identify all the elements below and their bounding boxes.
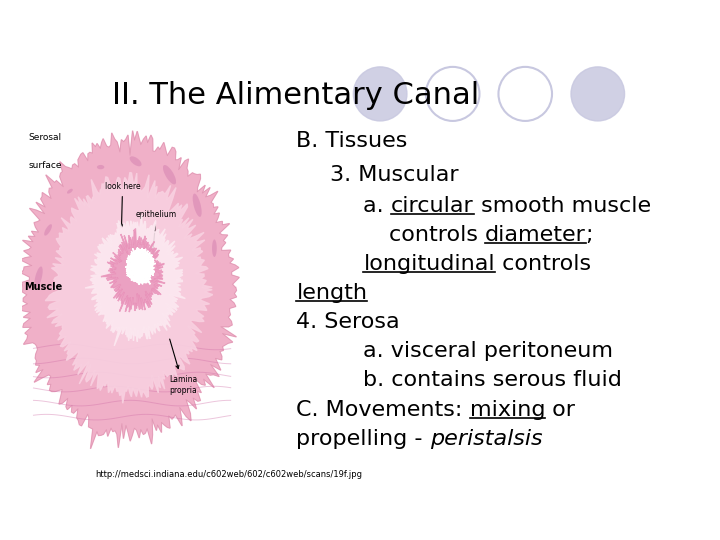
Ellipse shape <box>163 165 176 185</box>
Text: controls: controls <box>389 225 485 245</box>
Ellipse shape <box>193 193 202 217</box>
Ellipse shape <box>130 156 142 166</box>
Text: C. Movements:: C. Movements: <box>297 400 470 420</box>
Text: length: length <box>297 283 367 303</box>
Text: b. contains serous fluid: b. contains serous fluid <box>364 370 622 390</box>
Text: longitudinal: longitudinal <box>364 254 495 274</box>
Text: diameter: diameter <box>485 225 585 245</box>
Text: 3. Muscular: 3. Muscular <box>330 165 459 185</box>
Text: Muscle: Muscle <box>24 282 62 292</box>
Polygon shape <box>45 172 213 403</box>
Ellipse shape <box>97 165 104 169</box>
Text: B. Tissues: B. Tissues <box>297 131 408 151</box>
Polygon shape <box>125 247 156 285</box>
Text: II. The Alimentary Canal: II. The Alimentary Canal <box>112 82 480 111</box>
Text: lumen: lumen <box>122 242 145 266</box>
Text: ;: ; <box>585 225 593 245</box>
Ellipse shape <box>426 67 480 121</box>
Polygon shape <box>101 228 165 312</box>
Text: look here: look here <box>105 182 140 227</box>
Text: a.: a. <box>364 196 391 216</box>
Text: surface: surface <box>29 161 62 170</box>
Text: peristalsis: peristalsis <box>430 429 543 449</box>
Text: or: or <box>546 400 575 420</box>
Text: 4. Serosa: 4. Serosa <box>297 312 400 332</box>
Text: Lamina
propria: Lamina propria <box>169 339 197 395</box>
Text: http://medsci.indiana.edu/c602web/602/c602web/scans/19f.jpg: http://medsci.indiana.edu/c602web/602/c6… <box>96 469 363 478</box>
Ellipse shape <box>67 189 73 194</box>
Text: controls: controls <box>495 254 591 274</box>
Ellipse shape <box>35 266 42 288</box>
Ellipse shape <box>498 67 552 121</box>
Polygon shape <box>85 215 185 346</box>
Text: a. visceral peritoneum: a. visceral peritoneum <box>364 341 613 361</box>
Ellipse shape <box>44 224 52 235</box>
Text: epithelium: epithelium <box>135 210 177 255</box>
Ellipse shape <box>354 67 407 121</box>
Polygon shape <box>17 131 239 449</box>
Text: Serosal: Serosal <box>29 133 62 142</box>
Ellipse shape <box>212 239 217 257</box>
Text: mixing: mixing <box>470 400 546 420</box>
Text: smooth muscle: smooth muscle <box>474 196 651 216</box>
Text: circular: circular <box>391 196 474 216</box>
Text: propelling -: propelling - <box>297 429 430 449</box>
Ellipse shape <box>571 67 624 121</box>
